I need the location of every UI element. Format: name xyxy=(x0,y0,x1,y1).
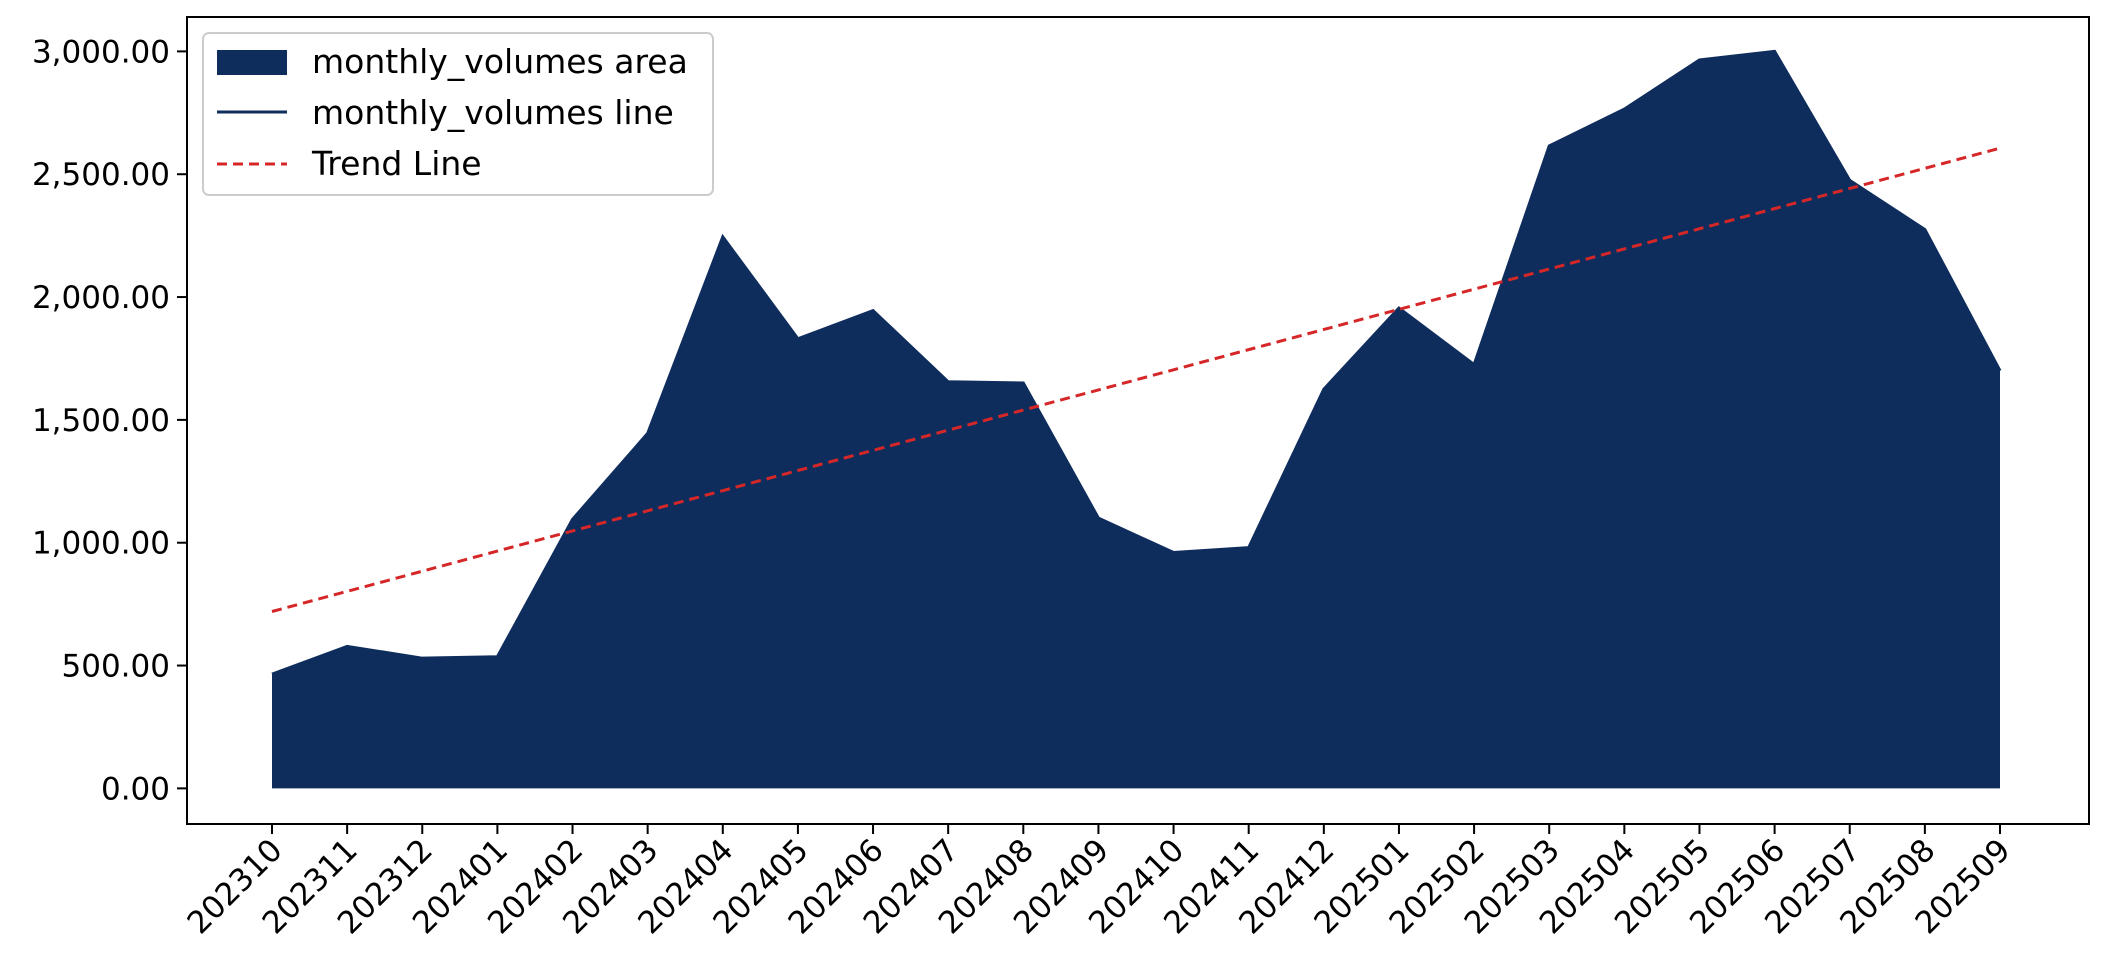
series-line-monthly-volumes xyxy=(271,49,2002,676)
y-tick-label: 1,000.00 xyxy=(32,526,170,562)
legend-label-line: monthly_volumes line xyxy=(312,93,674,132)
plot-marks xyxy=(271,49,2002,789)
y-tick-label: 0.00 xyxy=(101,771,170,807)
legend-label-trend: Trend Line xyxy=(311,144,482,183)
y-tick-label: 500.00 xyxy=(62,649,170,685)
y-tick-label: 1,500.00 xyxy=(32,403,170,439)
legend-box xyxy=(202,32,714,196)
y-tick-label: 2,000.00 xyxy=(32,280,170,316)
series-trend-line xyxy=(271,146,2001,613)
y-tick-label: 3,000.00 xyxy=(32,34,170,70)
legend: monthly_volumes area monthly_volumes lin… xyxy=(202,32,714,196)
legend-swatch-area xyxy=(217,50,287,75)
legend-label-area: monthly_volumes area xyxy=(312,42,688,81)
y-tick-label: 2,500.00 xyxy=(32,157,170,193)
series-area-monthly-volumes xyxy=(272,51,2000,789)
